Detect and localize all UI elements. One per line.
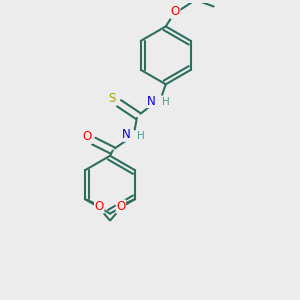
Text: S: S: [109, 92, 116, 106]
Text: N: N: [147, 94, 155, 108]
Text: O: O: [83, 130, 92, 143]
Text: O: O: [171, 5, 180, 18]
Text: N: N: [122, 128, 130, 141]
Text: O: O: [116, 200, 125, 213]
Text: O: O: [94, 200, 104, 213]
Text: H: H: [137, 131, 145, 141]
Text: H: H: [162, 97, 170, 107]
